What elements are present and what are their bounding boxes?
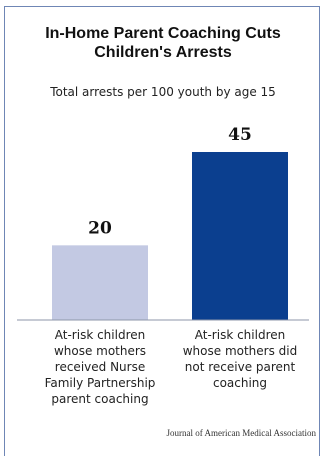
- data-label-0: 20: [88, 218, 112, 238]
- category-label-no-coaching: At-risk children whose mothers did not r…: [182, 328, 298, 390]
- chart-frame: In-Home Parent Coaching Cuts Children's …: [4, 6, 320, 456]
- data-label-1: 45: [228, 125, 252, 145]
- bar-no-coaching: [192, 152, 288, 320]
- source-note: Journal of American Medical Association: [166, 428, 316, 438]
- category-label-nfp: At-risk children whose mothers received …: [44, 328, 156, 406]
- chart-title: In-Home Parent Coaching Cuts Children's …: [45, 25, 281, 61]
- bar-nfp-coaching: [52, 245, 148, 320]
- chart-subtitle: Total arrests per 100 youth by age 15: [50, 85, 276, 99]
